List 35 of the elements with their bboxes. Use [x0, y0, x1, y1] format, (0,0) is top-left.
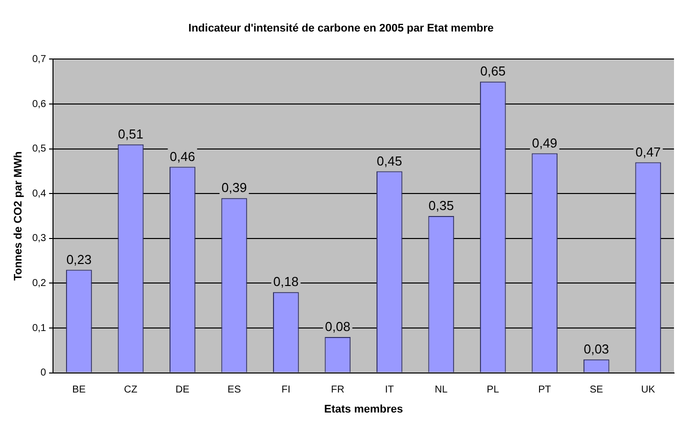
x-tick-label: SE	[590, 384, 604, 396]
data-label: 0,35	[428, 198, 454, 214]
x-tick-label: FR	[331, 384, 344, 396]
x-tick-label: IT	[384, 384, 394, 396]
y-tick-label: 0,7	[32, 54, 47, 65]
data-label: 0,18	[273, 274, 299, 290]
data-label: 0,65	[480, 64, 506, 79]
y-axis-title: Tonnes de CO2 par MWh	[12, 151, 25, 281]
data-label: 0,08	[325, 319, 350, 334]
y-tick-label: 0	[40, 368, 47, 379]
x-tick-label: CZ	[124, 384, 138, 396]
data-label: 0,03	[584, 341, 610, 356]
data-label: 0,51	[118, 126, 144, 142]
x-tick-label: PL	[486, 384, 500, 396]
data-label: 0,45	[376, 153, 402, 168]
y-tick-label: 0,6	[32, 98, 47, 110]
y-tick-label: 0,4	[32, 188, 47, 200]
y-tick-label: 0,1	[32, 322, 47, 334]
data-label: 0,47	[635, 144, 661, 160]
x-tick-label: NL	[434, 384, 448, 396]
data-label: 0,49	[532, 135, 558, 150]
data-label: 0,46	[170, 148, 196, 164]
data-label: 0,39	[222, 180, 247, 196]
y-tick-label: 0,3	[32, 233, 47, 244]
x-tick-label: ES	[228, 384, 242, 396]
y-tick-label: 0,2	[32, 278, 47, 289]
data-label: 0,23	[66, 252, 92, 267]
y-tick-label: 0,5	[32, 144, 47, 155]
x-tick-label: PT	[538, 384, 552, 396]
x-tick-label: BE	[72, 384, 86, 396]
x-tick-label: UK	[641, 384, 656, 396]
x-axis-title: Etats membres	[324, 403, 403, 416]
x-tick-label: DE	[176, 384, 190, 396]
chart-title: Indicateur d'intensité de carbone en 2005 par Etat membre	[188, 22, 494, 35]
x-tick-label: FI	[281, 384, 290, 396]
